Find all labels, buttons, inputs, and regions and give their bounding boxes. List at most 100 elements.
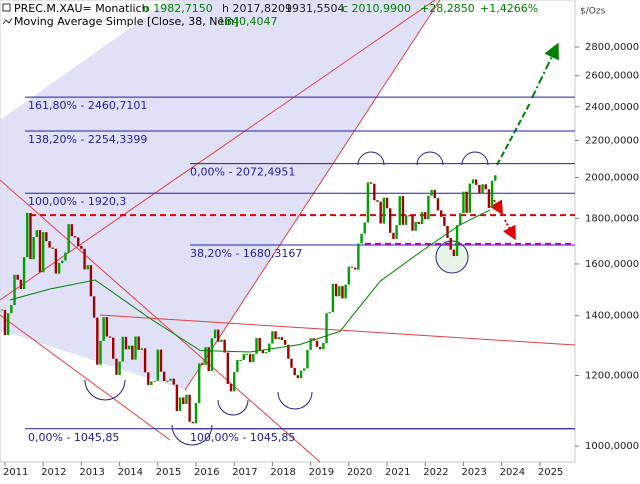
trend-line xyxy=(184,0,441,391)
candle xyxy=(338,286,341,297)
candle xyxy=(121,336,124,362)
y-tick-label: 1800,0000 xyxy=(585,213,639,224)
candle xyxy=(325,313,328,343)
candle xyxy=(468,183,472,213)
candle xyxy=(411,215,414,231)
candle xyxy=(236,359,239,372)
y-tick-label: 1600,0000 xyxy=(585,259,639,270)
y-tick-label: 2400,0000 xyxy=(585,102,639,113)
candle xyxy=(299,370,303,379)
x-tick-label: 2015 xyxy=(156,467,181,478)
trend-line xyxy=(0,314,171,441)
candle xyxy=(271,331,274,344)
y-unit: $/Ozs xyxy=(580,7,606,17)
candle xyxy=(48,241,51,248)
candle xyxy=(471,179,475,184)
trend-line xyxy=(0,0,436,301)
candle xyxy=(382,197,386,224)
candle xyxy=(248,354,252,363)
marker-arc xyxy=(84,379,126,401)
candle xyxy=(67,224,70,253)
arrow xyxy=(496,102,531,166)
x-tick-label: 2020 xyxy=(347,467,372,478)
candle xyxy=(127,345,131,350)
level-label: 0,00% - 2072,4951 xyxy=(190,166,295,179)
candle xyxy=(392,232,395,239)
candle xyxy=(229,383,233,392)
candle xyxy=(204,347,207,365)
x-tick-label: 2023 xyxy=(461,467,486,478)
candle xyxy=(172,378,175,385)
candle xyxy=(191,421,195,424)
candle xyxy=(178,397,182,411)
candle xyxy=(64,252,67,261)
marker-arc xyxy=(461,151,489,166)
candle xyxy=(455,225,459,257)
candle xyxy=(328,312,331,314)
low: 1931,5504 xyxy=(285,2,345,15)
marker-circle xyxy=(435,240,469,274)
candle xyxy=(169,378,172,381)
candle xyxy=(331,283,335,313)
x-tick-label: 2021 xyxy=(385,467,410,478)
candle xyxy=(379,201,382,224)
x-tick-label: 2016 xyxy=(194,467,219,478)
candle xyxy=(175,384,179,411)
candle xyxy=(420,212,424,224)
candle xyxy=(347,266,351,285)
candle xyxy=(245,354,249,356)
candle xyxy=(459,213,462,226)
candle xyxy=(366,182,370,223)
candle xyxy=(388,208,392,233)
moving-average xyxy=(9,209,491,353)
candle xyxy=(398,196,401,226)
candle xyxy=(309,338,312,350)
candle xyxy=(252,353,255,363)
x-tick-label: 2012 xyxy=(41,467,66,478)
candle xyxy=(217,329,220,342)
candle xyxy=(185,394,188,404)
level-label: 0,00% - 1045,85 xyxy=(28,431,119,444)
candle xyxy=(140,348,144,350)
candle xyxy=(280,337,284,341)
marker-arc xyxy=(357,151,385,166)
candle xyxy=(220,339,223,342)
candle xyxy=(408,215,411,217)
indicator: Moving Average Simple [Close, 38, Nein] xyxy=(14,15,239,28)
candle xyxy=(449,237,452,250)
candle xyxy=(45,232,48,242)
candle xyxy=(92,296,96,318)
arrow xyxy=(489,199,504,216)
candle xyxy=(318,346,322,350)
candle xyxy=(41,232,45,273)
candle xyxy=(287,344,290,359)
candle xyxy=(124,336,128,350)
candle xyxy=(474,179,478,185)
candle xyxy=(274,331,277,340)
candle xyxy=(19,279,23,289)
candle xyxy=(16,274,19,280)
candle xyxy=(293,367,296,376)
candle xyxy=(373,183,376,201)
candle xyxy=(86,265,89,270)
candle xyxy=(417,221,421,224)
candle xyxy=(490,180,494,208)
candle xyxy=(446,225,449,238)
candle xyxy=(239,359,242,361)
candle xyxy=(77,237,80,246)
candle xyxy=(430,189,433,196)
candle xyxy=(369,182,373,184)
y-tick-label: 1000,0000 xyxy=(585,441,639,452)
trend-line xyxy=(99,314,576,346)
candle xyxy=(436,198,440,211)
candle xyxy=(465,191,468,213)
candle xyxy=(166,380,169,382)
candle xyxy=(223,339,226,353)
header: PREC.M.XAU= Monatlich o 1982,7150 h 2017… xyxy=(2,2,538,28)
open: o 1982,7150 xyxy=(143,2,213,15)
indicator-value: 1840,4047 xyxy=(218,15,278,28)
marker-arc xyxy=(416,151,444,166)
candles xyxy=(0,175,497,424)
y-tick-label: 1200,0000 xyxy=(585,370,639,381)
